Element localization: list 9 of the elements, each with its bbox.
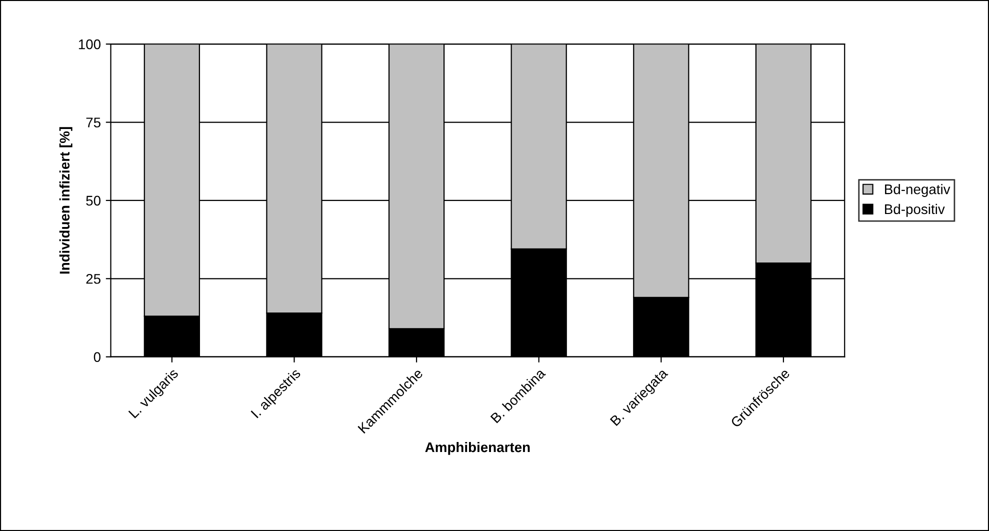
y-tick-label: 25 xyxy=(86,274,100,284)
x-axis-title: Amphibienarten xyxy=(425,442,530,455)
y-tick-label: 75 xyxy=(86,118,100,128)
legend-label: Bd-positiv xyxy=(885,204,945,217)
y-tick-label: 50 xyxy=(86,196,101,206)
legend-label: Bd-negativ xyxy=(885,184,950,197)
y-tick-label: 0 xyxy=(94,352,101,362)
y-tick-label: 100 xyxy=(78,39,101,50)
y-axis-title: Individuen infiziert [%] xyxy=(59,127,72,274)
